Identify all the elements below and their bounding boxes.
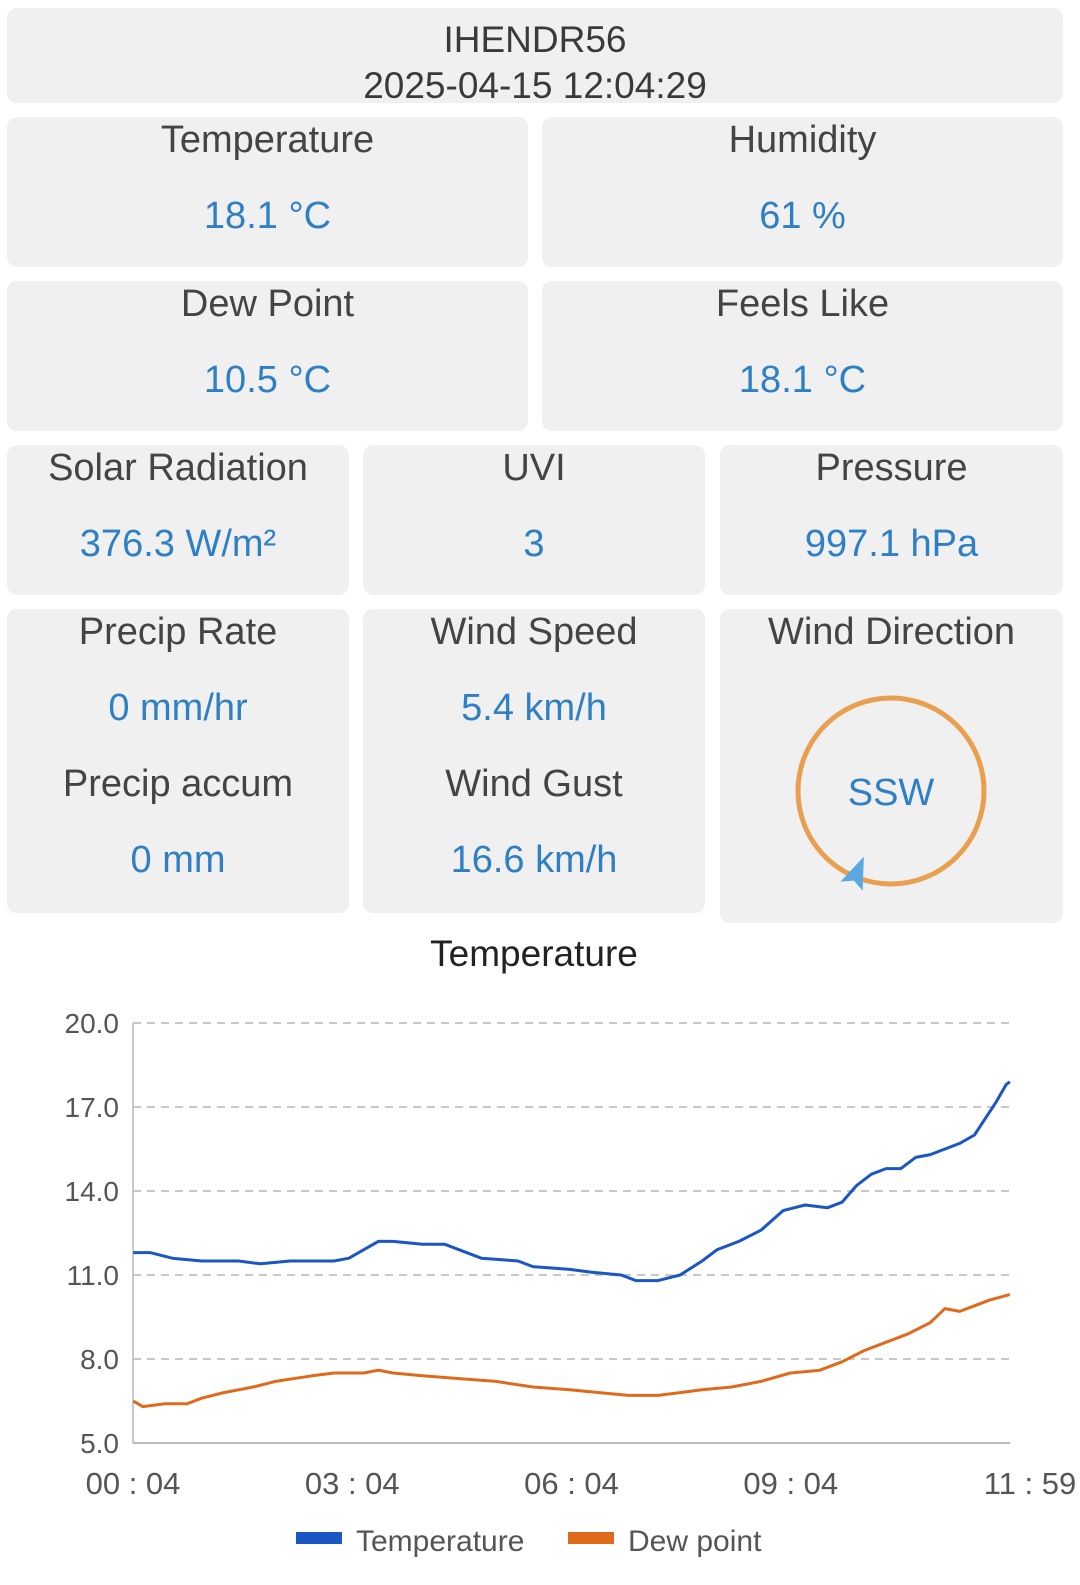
station-timestamp: 2025-04-15 12:04:29 [363,65,707,106]
legend-label: Temperature [356,1525,524,1558]
x-tick-label: 03 : 04 [305,1466,400,1501]
wind-direction-value: SSW [848,772,935,814]
y-tick-label: 20.0 [65,1008,120,1039]
pressure-value: 997.1 hPa [804,523,979,565]
chart-grid [133,1022,1010,1360]
chart-legend: Temperature Dew point [296,1525,762,1558]
x-tick-label: 06 : 04 [524,1466,619,1501]
humidity-label: Humidity [728,119,877,161]
wind-gust-label: Wind Gust [445,763,623,805]
wind-speed-card: Wind Speed 5.4 km/h Wind Gust 16.6 km/h [363,609,705,913]
y-tick-label: 5.0 [80,1428,119,1459]
feels-like-value: 18.1 °C [738,359,867,401]
precip-rate-label: Precip Rate [78,611,278,653]
temperature-chart: Temperature 5.0 8.0 11.0 14.0 17.0 20.0 00 : … [65,933,1077,1558]
y-tick-label: 14.0 [65,1176,120,1207]
compass-ring [795,695,987,887]
feels-like-label: Feels Like [715,283,890,325]
wind-direction-arrow-icon [840,856,864,891]
wind-speed-value: 5.4 km/h [461,687,607,729]
precip-accum-value: 0 mm [130,839,226,881]
x-axis: 00 : 04 03 : 04 06 : 04 09 : 04 11 : 59 [86,1442,1077,1501]
x-tick-label: 09 : 04 [743,1466,838,1501]
wind-compass: SSW [795,695,987,891]
solar-radiation-card: Solar Radiation 376.3 W/m² [7,445,349,595]
legend-label: Dew point [628,1525,762,1558]
x-tick-label: 00 : 04 [86,1466,181,1501]
y-axis: 5.0 8.0 11.0 14.0 17.0 20.0 [65,1008,134,1459]
chart-title: Temperature [430,933,638,974]
humidity-value: 61 % [759,195,846,237]
uvi-label: UVI [502,447,566,489]
x-tick-label: 11 : 59 [984,1466,1077,1501]
wind-gust-value: 16.6 km/h [450,839,618,881]
humidity-card: Humidity 61 % [542,117,1063,267]
feels-like-card: Feels Like 18.1 °C [542,281,1063,431]
dew-point-card: Dew Point 10.5 °C [7,281,528,431]
y-tick-label: 17.0 [65,1092,120,1123]
legend-swatch [296,1532,342,1544]
series-line-temperature [133,1080,1011,1283]
precip-accum-label: Precip accum [62,763,294,805]
chart-series [132,1080,1011,1409]
uvi-value: 3 [523,523,545,565]
temperature-label: Temperature [160,119,375,161]
y-tick-label: 8.0 [80,1344,119,1375]
wind-direction-card: Wind Direction SSW [720,609,1063,923]
y-tick-label: 11.0 [67,1260,119,1291]
wind-direction-label: Wind Direction [767,611,1016,653]
wind-speed-label: Wind Speed [430,611,638,653]
temperature-card: Temperature 18.1 °C [7,117,528,267]
pressure-label: Pressure [815,447,968,489]
pressure-card: Pressure 997.1 hPa [720,445,1063,595]
temperature-value: 18.1 °C [203,195,332,237]
solar-radiation-value: 376.3 W/m² [79,523,277,565]
station-id: IHENDR56 [443,19,627,60]
station-header: IHENDR56 2025-04-15 12:04:29 [7,8,1063,106]
precip-card: Precip Rate 0 mm/hr Precip accum 0 mm [7,609,349,913]
solar-radiation-label: Solar Radiation [48,447,308,489]
dew-point-value: 10.5 °C [203,359,332,401]
uvi-card: UVI 3 [363,445,705,595]
legend-swatch [568,1532,614,1544]
series-line-dew-point [132,1293,1011,1409]
dew-point-label: Dew Point [180,283,355,325]
precip-rate-value: 0 mm/hr [108,687,248,729]
